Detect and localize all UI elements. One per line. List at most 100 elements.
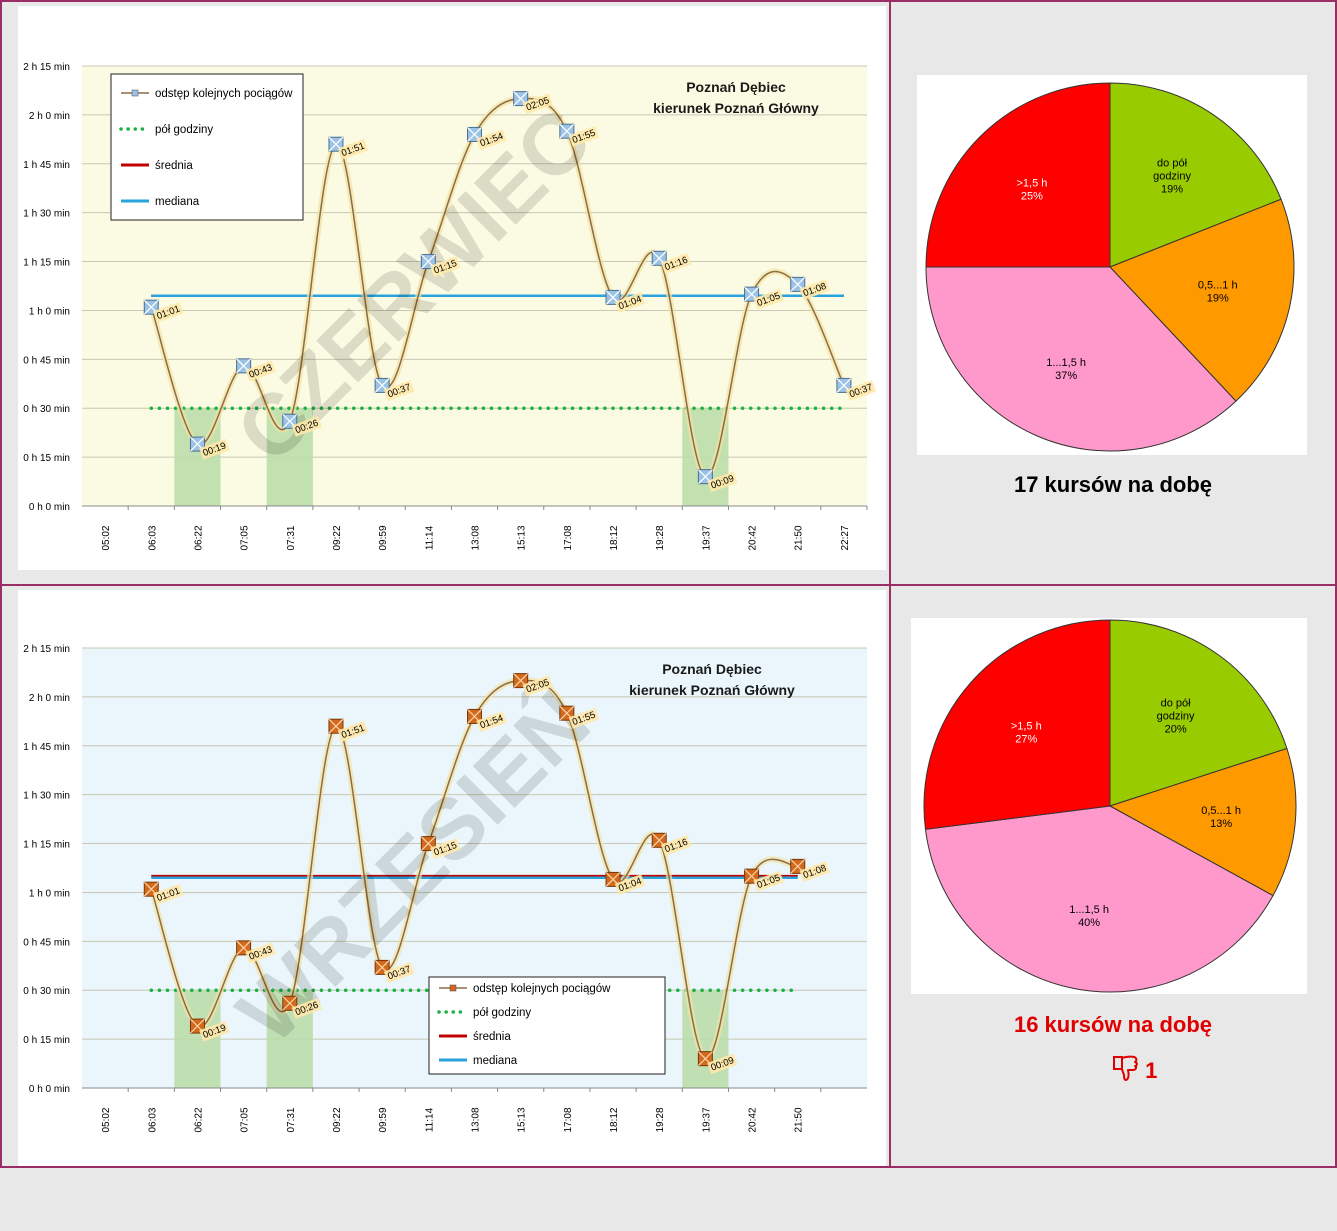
x-tick-label: 07:31 (286, 1107, 297, 1132)
pie-slice (1108, 747, 1297, 897)
x-tick-label: 17:08 (563, 1107, 574, 1132)
data-label-bg (383, 962, 415, 984)
chart-title: kierunek Poznań Główny (629, 682, 795, 698)
x-tick-label: 11:14 (424, 1107, 435, 1132)
pie-slice-label: 19% (1207, 293, 1229, 305)
y-tick-label: 1 h 45 min (23, 160, 70, 171)
y-tick-label: 1 h 15 min (23, 840, 70, 851)
line-chart-june: 2 h 15 min 2 h 0 min 1 h 45 min 1 h 30 min 1… (2, 2, 889, 584)
trains-per-day-caption: 16 kursów na dobę (1013, 1012, 1213, 1037)
x-tick-label: 20:42 (748, 1107, 759, 1132)
pie-slice-label: do pół (1157, 158, 1188, 170)
pie-slice-label: godziny (1157, 711, 1195, 723)
y-tick-label: 0 h 45 min (23, 937, 70, 948)
data-label-bg (568, 707, 600, 729)
data-point (697, 1051, 713, 1067)
data-point (790, 858, 806, 874)
legend-label: odstęp kolejnych pociągów (155, 88, 293, 100)
pie-slice-label: do pół (1161, 698, 1192, 710)
line-chart-september: 2 h 15 min 2 h 0 min 1 h 45 min 1 h 30 min 1… (2, 586, 889, 1166)
x-tick-label: 07:05 (240, 525, 251, 550)
data-label-bg (430, 256, 461, 278)
legend-label: mediana (155, 196, 200, 208)
y-tick-label: 0 h 15 min (23, 453, 70, 464)
data-label-bg (337, 138, 369, 160)
x-tick-label: 15:13 (517, 1107, 528, 1132)
pie-slice (1109, 82, 1282, 268)
data-point (790, 276, 806, 292)
data-point (836, 377, 852, 393)
chart-title: kierunek Poznań Główny (653, 100, 819, 116)
legend-label: mediana (473, 1055, 518, 1067)
data-point (513, 91, 529, 107)
y-tick-label: 0 h 15 min (23, 1035, 70, 1046)
data-label-bg (383, 380, 415, 402)
x-tick-label: 19:37 (701, 1107, 712, 1132)
legend-label: średnia (155, 160, 193, 172)
data-point (374, 959, 390, 975)
x-tick-label: 11:14 (424, 525, 435, 550)
chart-svg: 2 h 15 min 2 h 0 min 1 h 45 min 1 h 30 min 1… (23, 644, 867, 1133)
data-point (744, 868, 760, 884)
pie-slice (924, 805, 1274, 993)
pie-slice-label: 27% (1015, 734, 1037, 746)
chart-svg: 2 h 15 min 2 h 0 min 1 h 45 min 1 h 30 min 1… (23, 62, 877, 551)
x-tick-label: 15:13 (517, 525, 528, 550)
legend-label: pół godziny (155, 124, 213, 136)
data-label-bg (153, 301, 184, 323)
pie-slice-label: 13% (1210, 818, 1232, 830)
data-point (651, 250, 667, 266)
x-tick-label: 05:02 (101, 1107, 112, 1132)
x-tick-label: 06:03 (147, 1107, 158, 1132)
data-label-bg (568, 125, 600, 147)
data-point (467, 708, 482, 724)
pie-slice-label: 37% (1055, 370, 1077, 382)
thumbs-down-indicator: 1 (1111, 1054, 1157, 1090)
thumbs-down-count: 1 (1145, 1058, 1158, 1083)
y-tick-label: 0 h 0 min (29, 1084, 70, 1095)
data-point (374, 377, 390, 393)
data-point (513, 673, 529, 689)
data-point (143, 881, 159, 897)
pie-slice (923, 619, 1111, 830)
legend-swatch-marker (449, 984, 457, 992)
pie-slice (925, 266, 1237, 452)
data-label-bg (522, 675, 553, 697)
x-tick-label: 18:12 (609, 1107, 620, 1132)
x-tick-label: 07:05 (240, 1107, 251, 1132)
pie-slice (1109, 198, 1295, 402)
data-label-bg (660, 253, 692, 274)
pie-slice-label: 0,5...1 h (1198, 280, 1238, 292)
x-tick-label: 09:22 (332, 1107, 343, 1132)
pie-panel-september: do pół godziny 20% 0,5...1 h 13% 1...1,5 h 40%… (891, 586, 1335, 1166)
x-tick-label: 06:03 (147, 525, 158, 550)
data-point (282, 995, 298, 1011)
pie-slice-label: >1,5 h (1011, 721, 1042, 733)
x-tick-label: 19:28 (655, 1107, 666, 1132)
x-tick-label: 09:59 (378, 1107, 389, 1132)
data-label-bg (291, 416, 322, 437)
data-label-bg (753, 288, 784, 310)
pie-slice-label: 1...1,5 h (1069, 904, 1109, 916)
data-point (282, 413, 298, 429)
data-label-bg (199, 438, 230, 460)
pie-slice-label: 25% (1021, 190, 1043, 202)
pie-slice (1109, 619, 1288, 807)
series-line (150, 679, 798, 1060)
legend-label: średnia (473, 1031, 511, 1043)
y-tick-label: 2 h 0 min (29, 693, 70, 704)
data-label-bg (199, 1020, 230, 1042)
y-tick-label: 1 h 15 min (23, 258, 70, 269)
pie-panel-june: do pół godziny 19% 0,5...1 h 19% 1...1,5 h 37%… (891, 2, 1335, 584)
data-label-bg (476, 129, 507, 151)
legend-swatch-marker (131, 89, 139, 97)
y-tick-label: 1 h 0 min (29, 888, 70, 899)
x-tick-label: 17:08 (563, 525, 574, 550)
y-tick-label: 0 h 0 min (29, 502, 70, 513)
legend-box (110, 73, 304, 221)
data-label-bg (753, 870, 784, 892)
y-tick-label: 0 h 45 min (23, 355, 70, 366)
data-label-bg (799, 861, 830, 882)
